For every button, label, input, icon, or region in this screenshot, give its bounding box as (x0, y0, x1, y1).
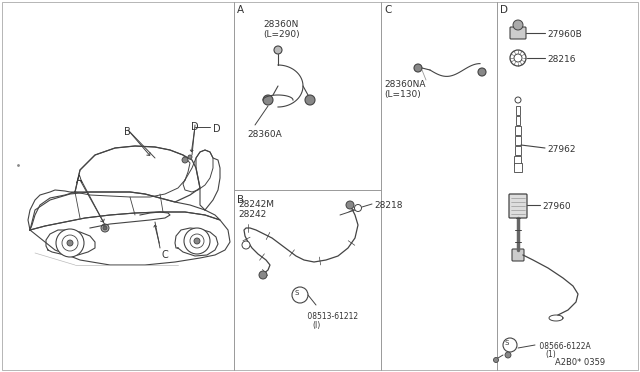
Text: A: A (237, 5, 244, 15)
Circle shape (274, 46, 282, 54)
Circle shape (184, 228, 210, 254)
FancyBboxPatch shape (509, 194, 527, 218)
Circle shape (515, 97, 521, 103)
Text: 28242M: 28242M (238, 200, 274, 209)
Circle shape (292, 287, 308, 303)
Text: D: D (213, 124, 221, 134)
Text: C: C (384, 5, 392, 15)
Circle shape (505, 352, 511, 358)
Text: 28360N: 28360N (263, 20, 298, 29)
Text: 27962: 27962 (547, 145, 575, 154)
Text: D: D (500, 5, 508, 15)
Text: S: S (295, 290, 299, 296)
Circle shape (103, 226, 107, 230)
Circle shape (513, 20, 523, 30)
Text: S: S (505, 340, 509, 346)
Text: 27960B: 27960B (547, 30, 582, 39)
Text: (1): (1) (545, 350, 556, 359)
Circle shape (182, 157, 188, 163)
Text: 28242: 28242 (238, 210, 266, 219)
Text: B: B (124, 127, 131, 137)
Text: 28360A: 28360A (247, 130, 282, 139)
Text: 28216: 28216 (547, 55, 575, 64)
Circle shape (514, 54, 522, 62)
Circle shape (242, 241, 250, 249)
Circle shape (188, 155, 192, 159)
Text: C: C (162, 250, 169, 260)
FancyBboxPatch shape (515, 136, 521, 145)
Circle shape (194, 238, 200, 244)
Circle shape (493, 357, 499, 362)
Circle shape (259, 271, 267, 279)
Text: B: B (237, 195, 244, 205)
Text: (I): (I) (312, 321, 320, 330)
Text: A2B0* 0359: A2B0* 0359 (555, 358, 605, 367)
FancyBboxPatch shape (515, 156, 522, 165)
Circle shape (346, 201, 354, 209)
FancyBboxPatch shape (516, 116, 520, 125)
FancyBboxPatch shape (514, 163, 522, 172)
Circle shape (305, 95, 315, 105)
Text: D: D (191, 122, 198, 132)
Circle shape (478, 68, 486, 76)
FancyBboxPatch shape (515, 146, 521, 155)
FancyBboxPatch shape (512, 249, 524, 261)
Circle shape (355, 205, 362, 212)
Text: A: A (76, 175, 83, 185)
Circle shape (503, 338, 517, 352)
Circle shape (62, 235, 78, 251)
Circle shape (101, 224, 109, 232)
Text: (L=290): (L=290) (263, 30, 300, 39)
Text: 27960: 27960 (542, 202, 571, 211)
FancyBboxPatch shape (510, 27, 526, 39)
Text: 08566-6122A: 08566-6122A (537, 342, 591, 351)
Circle shape (263, 95, 273, 105)
Text: (L=130): (L=130) (384, 90, 420, 99)
Circle shape (510, 50, 526, 66)
Circle shape (56, 229, 84, 257)
FancyBboxPatch shape (515, 126, 520, 135)
Circle shape (414, 64, 422, 72)
Text: 28218: 28218 (374, 201, 403, 210)
Circle shape (67, 240, 73, 246)
FancyBboxPatch shape (516, 106, 520, 115)
Text: 28360NA: 28360NA (384, 80, 426, 89)
Circle shape (190, 234, 204, 248)
Text: 08513-61212: 08513-61212 (305, 312, 358, 321)
